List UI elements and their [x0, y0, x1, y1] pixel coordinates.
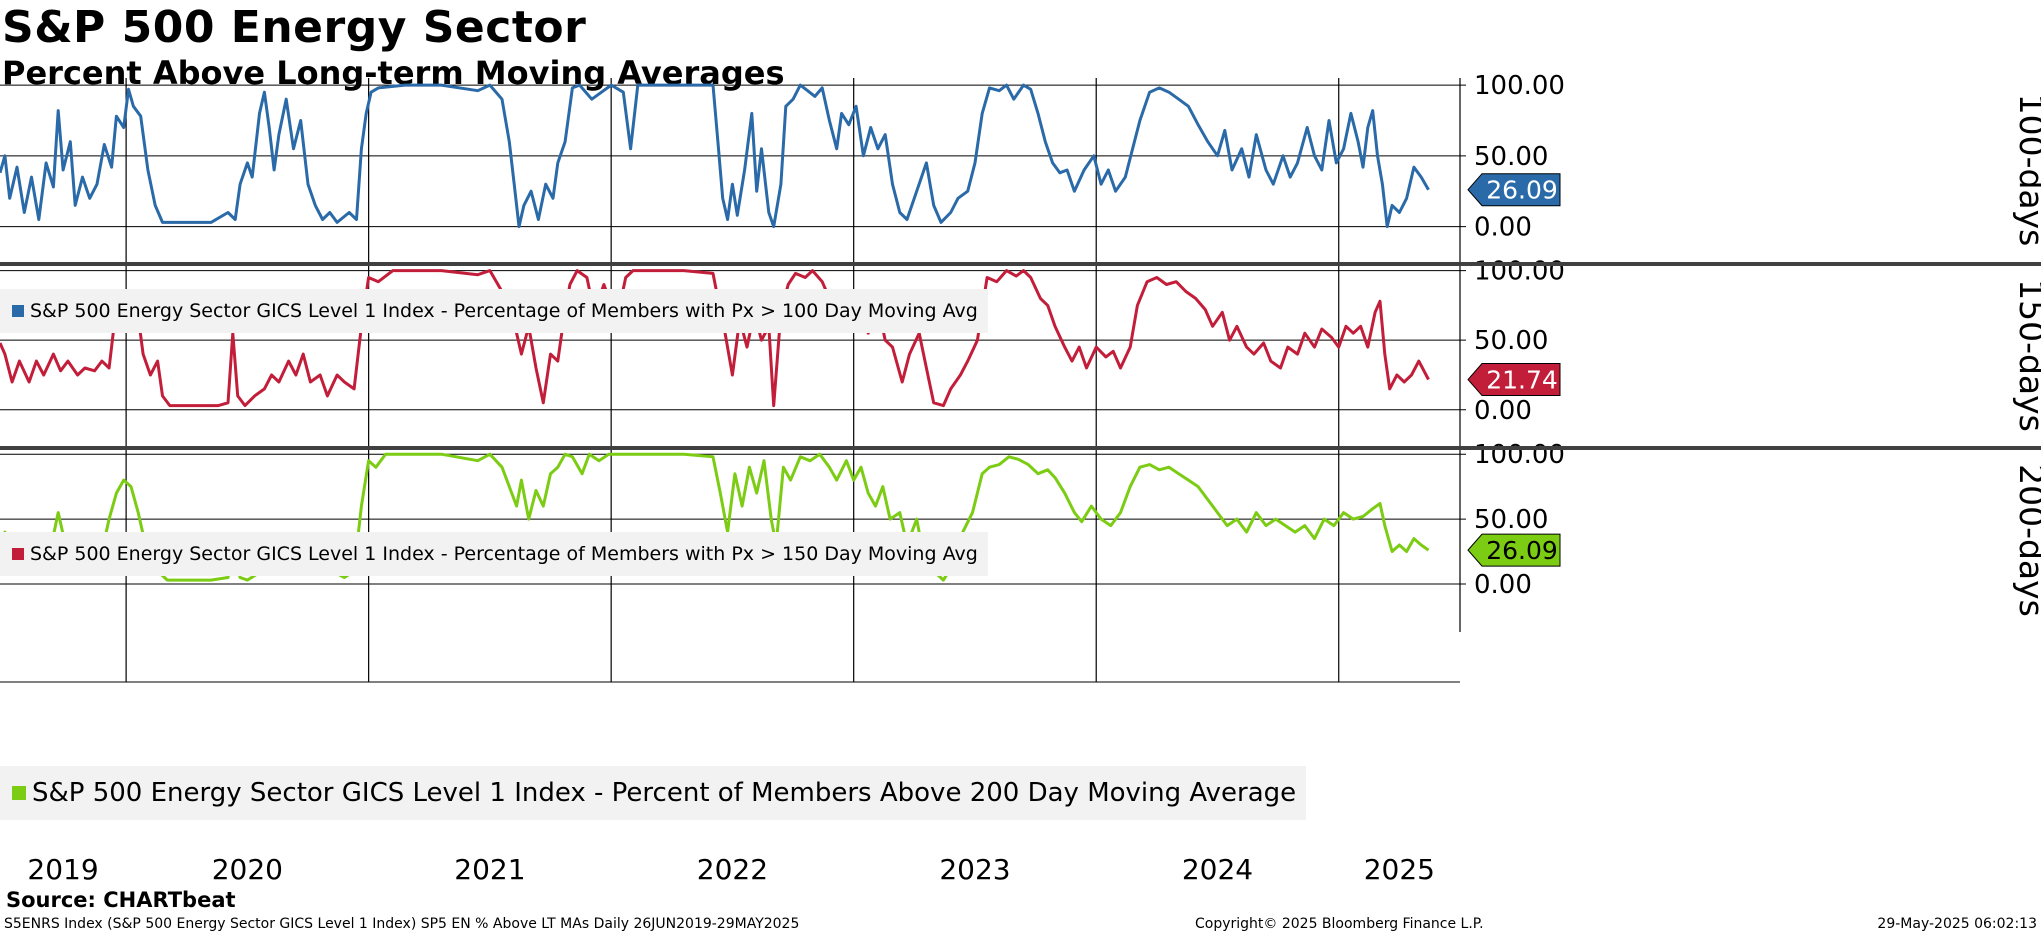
last-value-tag: [1467, 173, 1561, 207]
x-tick-label: 2022: [697, 853, 768, 886]
legend-label-150-day: S&P 500 Energy Sector GICS Level 1 Index…: [30, 543, 978, 565]
x-tick-label: 2024: [1182, 853, 1253, 886]
last-value-label: 26.09: [1486, 536, 1558, 565]
series-line: [0, 452, 1430, 582]
y-tick-label: 0.00: [1474, 570, 1532, 600]
legend-100-day: S&P 500 Energy Sector GICS Level 1 Index…: [0, 289, 988, 333]
panel-separator: [0, 262, 2041, 266]
legend-label-100-day: S&P 500 Energy Sector GICS Level 1 Index…: [30, 300, 978, 322]
legend-200-day: S&P 500 Energy Sector GICS Level 1 Index…: [0, 766, 1307, 820]
y-tick-label: 100.00: [1474, 257, 1565, 287]
legend-label-200-day: S&P 500 Energy Sector GICS Level 1 Index…: [32, 778, 1297, 808]
footer-timestamp: 29-May-2025 06:02:13: [1877, 916, 2037, 932]
legend-swatch-150-day: [12, 548, 24, 560]
panel-separator: [0, 446, 2041, 450]
last-value-tag: [1467, 363, 1561, 397]
source-note: Source: CHARTbeat: [6, 888, 236, 912]
last-value-label: 26.09: [1486, 176, 1558, 205]
last-value-label: 21.74: [1486, 366, 1558, 395]
last-value-tag: [1467, 533, 1561, 567]
chart-title: S&P 500 Energy Sector: [2, 2, 587, 53]
x-tick-label: 2021: [454, 853, 525, 886]
legend-swatch-100-day: [12, 305, 24, 317]
y-tick-label: 0.00: [1474, 396, 1532, 426]
y-tick-label: 100.00: [1474, 71, 1565, 101]
series-line: [0, 269, 1430, 408]
legend-150-day: S&P 500 Energy Sector GICS Level 1 Index…: [0, 532, 988, 576]
x-tick-label: 2020: [212, 853, 283, 886]
y-tick-label: 50.00: [1474, 505, 1548, 535]
y-tick-label: 50.00: [1474, 326, 1548, 356]
panel-label: 200-days: [2012, 464, 2041, 617]
footer-copyright: Copyright© 2025 Bloomberg Finance L.P.: [1195, 916, 1484, 932]
series-line: [0, 83, 1430, 229]
x-tick-label: 2023: [939, 853, 1010, 886]
y-tick-label: 50.00: [1474, 142, 1548, 172]
panel-label: 150-days: [2012, 279, 2041, 432]
y-tick-label: 0.00: [1474, 213, 1532, 243]
legend-swatch-200-day: [12, 786, 26, 800]
panel-label: 100-days: [2012, 94, 2041, 247]
footer-index-info: S5ENRS Index (S&P 500 Energy Sector GICS…: [4, 916, 800, 932]
y-tick-label: 100.00: [1474, 440, 1565, 470]
x-tick-label: 2025: [1364, 853, 1435, 886]
x-tick-label: 2019: [27, 853, 98, 886]
